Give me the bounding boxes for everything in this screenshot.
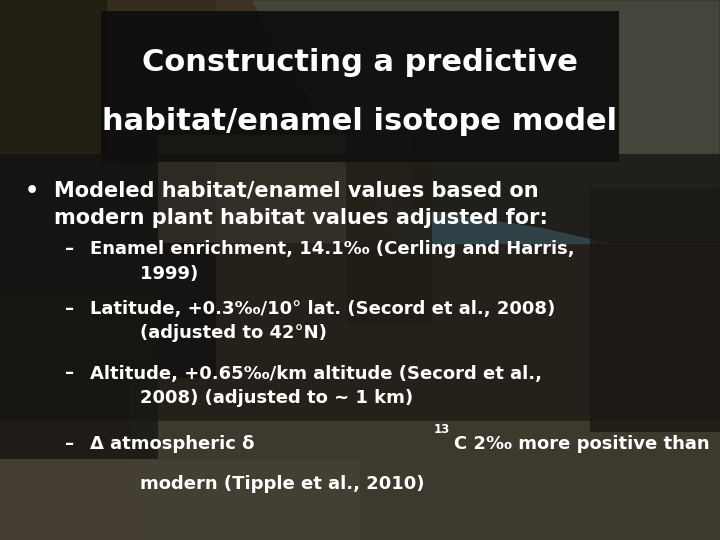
Text: Constructing a predictive: Constructing a predictive [142,48,578,77]
Bar [158,135,410,243]
Bar [101,11,619,162]
Bar [0,297,158,459]
Bar [0,459,360,540]
Text: –: – [65,240,74,258]
Text: –: – [65,435,74,453]
Text: Altitude, +0.65‰/km altitude (Secord et al.,
        2008) (adjusted to ~ 1 km): Altitude, +0.65‰/km altitude (Secord et … [90,364,542,407]
Text: Enamel enrichment, 14.1‰ (Cerling and Harris,
        1999): Enamel enrichment, 14.1‰ (Cerling and Ha… [90,240,575,282]
Bar [0,154,720,540]
Bar [0,421,720,540]
Text: 13: 13 [434,423,451,436]
Text: C 2‰ more positive than: C 2‰ more positive than [454,435,709,453]
Text: modern (Tipple et al., 2010): modern (Tipple et al., 2010) [90,475,425,493]
Text: Latitude, +0.3‰/10° lat. (Secord et al., 2008)
        (adjusted to 42°N): Latitude, +0.3‰/10° lat. (Secord et al.,… [90,300,555,342]
Bar [0,0,216,378]
Text: –: – [65,300,74,318]
Text: habitat/enamel isotope model: habitat/enamel isotope model [102,107,618,136]
Polygon shape [108,0,720,243]
Text: –: – [65,364,74,382]
Text: Δ atmospheric δ: Δ atmospheric δ [90,435,254,453]
Bar [590,189,720,432]
Text: •: • [25,181,40,201]
Bar [346,135,432,324]
Bar [0,0,130,540]
Polygon shape [252,0,720,243]
Text: Modeled habitat/enamel values based on
modern plant habitat values adjusted for:: Modeled habitat/enamel values based on m… [54,181,548,228]
